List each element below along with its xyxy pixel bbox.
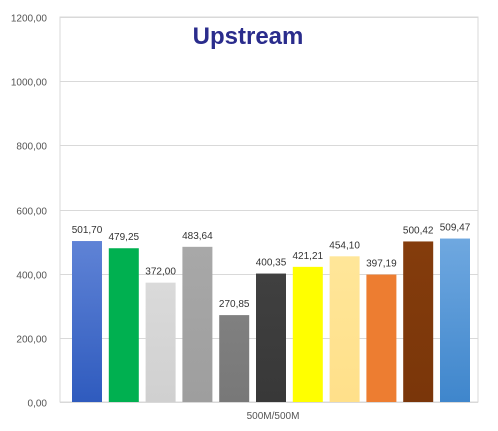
- data-label: 397,19: [366, 259, 397, 270]
- data-label: 501,70: [72, 225, 103, 236]
- y-tick-label: 1200,00: [11, 14, 48, 25]
- data-label: 500,42: [403, 225, 434, 236]
- y-tick-label: 600,00: [16, 207, 47, 218]
- data-label: 372,00: [145, 267, 176, 278]
- bar: [182, 246, 213, 402]
- data-label: 454,10: [329, 240, 360, 251]
- bar: [256, 273, 286, 402]
- data-label: 270,85: [219, 299, 250, 310]
- label-layer: 501,70 479,25 372,00 483,64 270,85 400,35 421,…: [72, 223, 471, 311]
- y-tick-label: 1000,00: [11, 78, 48, 89]
- x-category-label: 500M/500M: [247, 411, 300, 422]
- bar-layer: [72, 238, 470, 402]
- y-tick-label: 200,00: [16, 335, 47, 346]
- y-tick-label: 400,00: [16, 271, 47, 282]
- y-tick-label: 800,00: [16, 142, 47, 153]
- bar: [219, 315, 250, 402]
- bar: [108, 248, 139, 402]
- data-label: 400,35: [256, 258, 287, 269]
- bar: [366, 274, 397, 402]
- bar: [292, 266, 323, 402]
- chart-title: Upstream: [193, 23, 304, 50]
- data-label: 483,64: [182, 231, 213, 242]
- y-tick-label: 0,00: [28, 399, 48, 410]
- bar: [72, 241, 102, 402]
- bar: [145, 282, 176, 402]
- bar: [440, 238, 470, 402]
- bar: [329, 256, 360, 402]
- data-label: 509,47: [440, 223, 471, 234]
- bar: [403, 241, 434, 402]
- data-label: 479,25: [109, 232, 140, 243]
- axis-layer: 0,00 200,00 400,00 600,00 800,00 1000,00 1200,…: [11, 14, 479, 422]
- data-label: 421,21: [293, 251, 324, 262]
